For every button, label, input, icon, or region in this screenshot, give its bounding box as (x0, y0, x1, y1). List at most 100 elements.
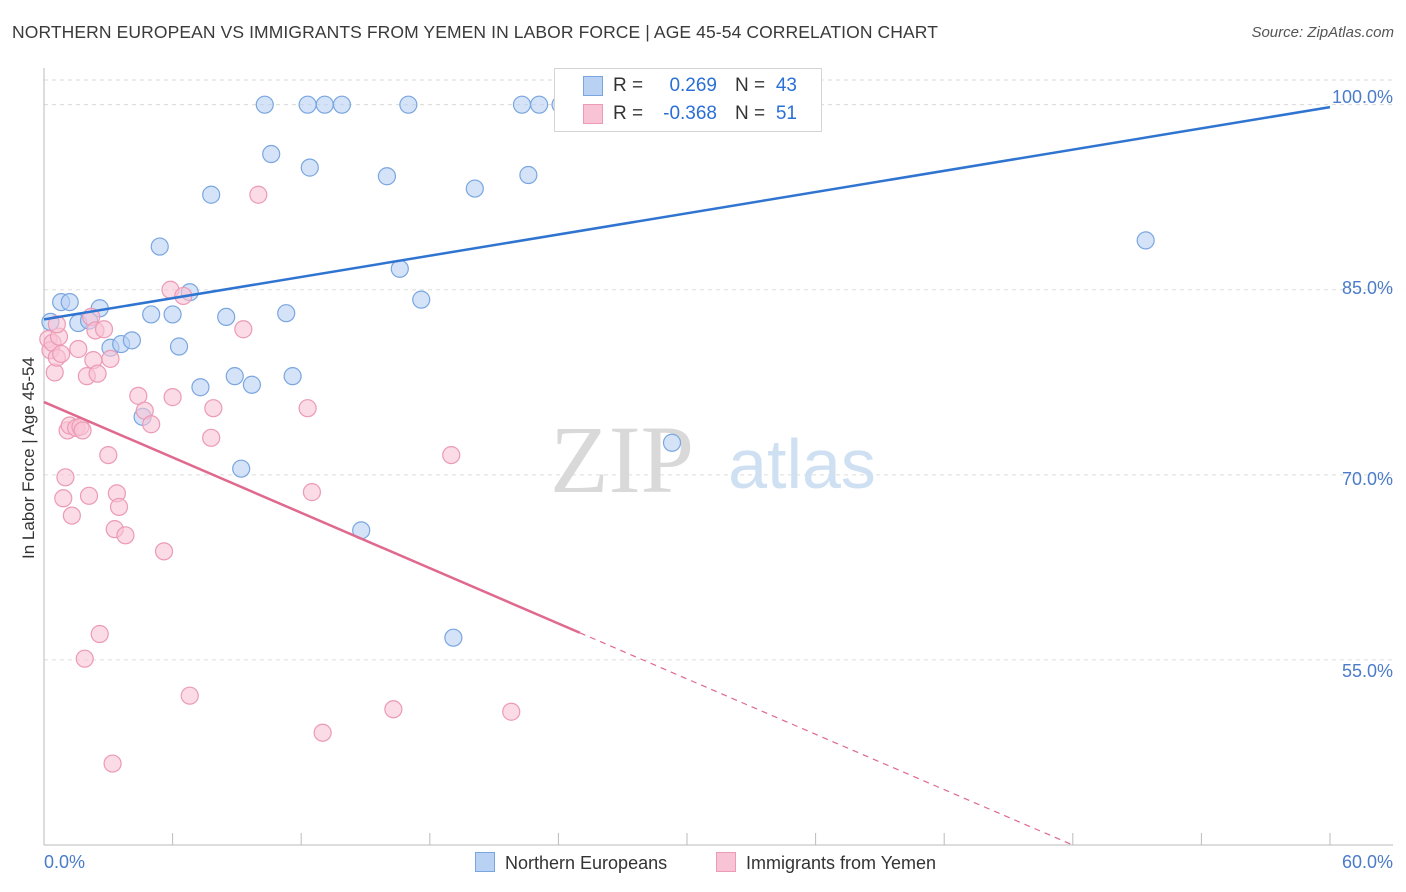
point-northern-european (255, 95, 274, 114)
point-yemen (109, 497, 129, 517)
watermark-zip: ZIP (550, 406, 694, 513)
point-northern-european (315, 95, 334, 114)
legend-swatch-pink (716, 852, 736, 872)
grid-lines (44, 79, 1393, 661)
legend-label: Northern Europeans (505, 853, 668, 873)
point-northern-european (465, 179, 484, 198)
stats-legend: R = 0.269 N = 43 R = -0.368 N = 51 (554, 68, 822, 132)
point-yemen (384, 700, 403, 719)
y-tick-label: 85.0% (1341, 278, 1393, 298)
point-yemen (502, 702, 521, 721)
legend-swatch-blue (583, 76, 603, 96)
point-northern-european (283, 367, 302, 386)
legend-r-label: R = (613, 103, 644, 124)
x-tick-label-min: 0.0% (44, 852, 86, 872)
point-northern-european (122, 331, 141, 350)
point-yemen (313, 723, 332, 742)
point-northern-european (277, 304, 296, 323)
point-northern-european (169, 337, 189, 356)
y-tick-label: 100.0% (1331, 87, 1393, 107)
point-yemen (298, 399, 317, 418)
point-northern-european (399, 95, 418, 114)
point-northern-european (662, 433, 682, 452)
point-yemen (69, 339, 88, 359)
x-tick-marks (43, 833, 1331, 845)
point-yemen (56, 468, 75, 487)
point-northern-european (150, 237, 169, 256)
axes (43, 68, 1393, 846)
legend-row-yemen: R = -0.368 N = 51 (555, 100, 821, 128)
trend-line-yemen-extrapolated (579, 632, 1074, 846)
point-yemen (202, 428, 221, 447)
chart-title: NORTHERN EUROPEAN VS IMMIGRANTS FROM YEM… (12, 22, 938, 42)
point-yemen (79, 486, 99, 505)
point-yemen (62, 506, 81, 525)
point-yemen (54, 489, 73, 508)
point-northern-european (444, 628, 463, 647)
point-northern-european (512, 95, 532, 114)
point-yemen (99, 445, 118, 465)
legend-swatch-pink (583, 104, 603, 124)
point-northern-european (217, 307, 236, 327)
point-northern-european (377, 167, 397, 186)
x-tick-label-max: 60.0% (1341, 852, 1393, 872)
point-northern-european (412, 290, 431, 309)
point-yemen (103, 754, 122, 773)
point-yemen (45, 363, 64, 382)
point-northern-european (232, 459, 251, 478)
legend-n-value: 43 (775, 75, 797, 96)
y-tick-label: 70.0% (1341, 469, 1393, 489)
legend-label: Immigrants from Yemen (746, 853, 937, 873)
point-yemen (116, 526, 135, 545)
point-northern-european (530, 95, 549, 114)
point-yemen (142, 415, 161, 434)
point-yemen (442, 445, 461, 465)
point-yemen (234, 320, 253, 339)
point-yemen (154, 542, 174, 561)
point-yemen (88, 364, 107, 383)
watermark-atlas: atlas (728, 425, 876, 503)
legend-n-value: 51 (775, 103, 797, 124)
point-northern-european (142, 305, 161, 324)
watermark: ZIP atlas (550, 406, 876, 513)
legend-r-value: -0.368 (663, 103, 717, 124)
point-yemen (101, 349, 120, 368)
legend-n-label: N = (735, 75, 766, 96)
point-yemen (47, 315, 66, 334)
trend-line-yemen (43, 400, 581, 634)
point-northern-european (332, 95, 352, 114)
legend-n-label: N = (735, 103, 766, 124)
point-northern-european (519, 165, 538, 185)
point-yemen (163, 388, 182, 407)
point-yemen (249, 185, 268, 204)
point-northern-european (300, 158, 319, 177)
source-label: Source: ZipAtlas.com (1251, 24, 1394, 41)
legend-swatch-blue (475, 852, 495, 872)
point-northern-european (298, 95, 317, 114)
point-yemen (180, 686, 199, 705)
point-yemen (302, 483, 322, 502)
point-northern-european (1136, 231, 1155, 250)
point-yemen (90, 624, 109, 644)
legend-item-yemen[interactable]: Immigrants from Yemen (716, 852, 936, 874)
point-yemen (52, 344, 71, 364)
point-northern-european (163, 305, 182, 324)
trend-line-northern-europeans (43, 105, 1331, 321)
legend-r-value: 0.269 (669, 75, 717, 96)
y-tick-label: 55.0% (1341, 661, 1393, 681)
y-axis-label: In Labor Force | Age 45-54 (19, 357, 38, 559)
point-yemen (204, 399, 223, 418)
point-yemen (94, 320, 114, 339)
point-northern-european (60, 292, 79, 312)
point-northern-european (225, 367, 244, 386)
legend-r-label: R = (613, 75, 644, 96)
point-northern-european (202, 185, 221, 204)
point-northern-european (191, 378, 210, 397)
point-yemen (75, 649, 94, 668)
point-northern-european (242, 375, 262, 394)
legend-row-northern-europeans: R = 0.269 N = 43 (555, 72, 821, 100)
point-northern-european (262, 144, 281, 164)
point-yemen (73, 421, 92, 440)
legend-item-northern-europeans[interactable]: Northern Europeans (475, 852, 667, 874)
